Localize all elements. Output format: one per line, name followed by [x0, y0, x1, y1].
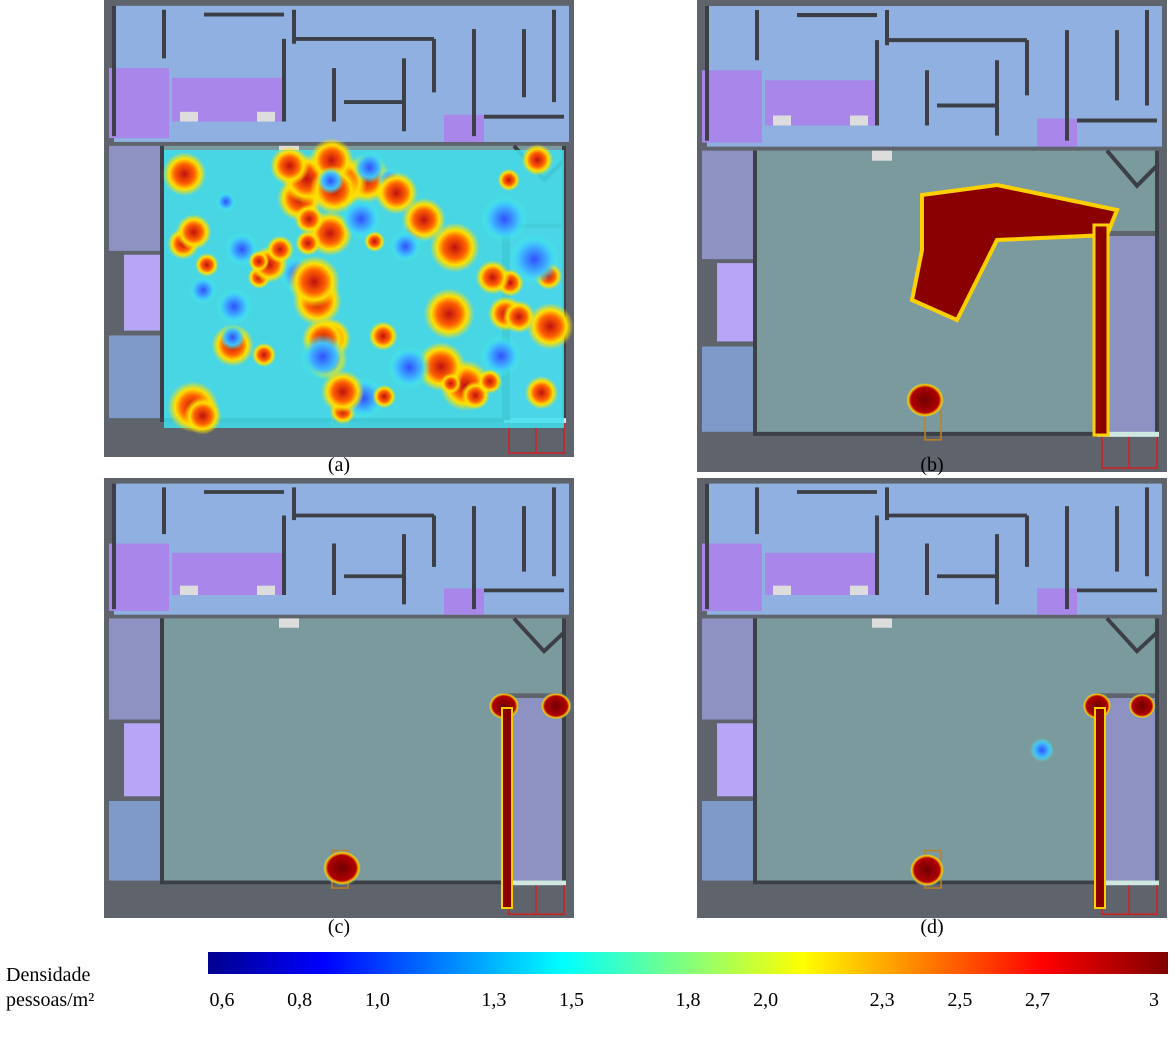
colorbar [208, 952, 1168, 974]
density-blob [252, 343, 276, 367]
density-blob [176, 214, 212, 250]
figure-canvas: (a) (b) (c) (d) Densidade pessoas/m² 0,6… [0, 0, 1176, 1064]
density-blob [266, 236, 293, 263]
density-blob [189, 276, 217, 304]
density-blob [321, 370, 364, 413]
density-blob [527, 303, 574, 350]
colorbar-tick-label: 3 [1149, 989, 1159, 1011]
colorbar-tick-label: 1,3 [481, 989, 506, 1011]
density-blob [373, 385, 396, 408]
panel-c [104, 478, 574, 918]
density-blob [390, 231, 421, 262]
density-blob [498, 169, 520, 191]
density-blob [341, 199, 381, 239]
panel-a [104, 0, 574, 457]
density-blob [375, 172, 418, 215]
colorbar-tick-label: 2,5 [947, 989, 972, 1011]
density-blob [369, 322, 398, 351]
density-blob [509, 234, 559, 284]
colorbar-unit: pessoas/m² [6, 989, 94, 1011]
density-blob [220, 325, 245, 350]
colorbar-tick-label: 0,6 [210, 989, 235, 1011]
density-blob [295, 230, 320, 255]
density-blob [216, 192, 236, 212]
density-blob [503, 300, 536, 333]
caption-c: (c) [328, 916, 350, 938]
density-blob [288, 256, 340, 308]
density-blob [525, 376, 558, 409]
colorbar-label: Densidade [6, 964, 91, 986]
density-blob [424, 288, 475, 339]
panel-d [697, 478, 1167, 918]
density-blob [248, 251, 269, 272]
caption-b: (b) [920, 454, 943, 476]
colorbar-tick-label: 2,0 [753, 989, 778, 1011]
figure: (a) (b) (c) (d) Densidade pessoas/m² 0,6… [0, 0, 1176, 1064]
colorbar-tick-label: 2,7 [1025, 989, 1050, 1011]
colorbar-tick-label: 1,5 [559, 989, 584, 1011]
density-blob [184, 397, 222, 435]
density-blob [270, 146, 309, 185]
density-blob [481, 196, 528, 243]
density-blob [388, 346, 431, 389]
colorbar-tick-label: 2,3 [870, 989, 895, 1011]
density-blob [440, 373, 461, 394]
density-blob [317, 167, 344, 194]
density-blob [477, 369, 502, 394]
colorbar-tick-label: 1,8 [676, 989, 701, 1011]
caption-d: (d) [920, 916, 943, 938]
density-blob [195, 253, 218, 276]
colorbar-tick-label: 0,8 [287, 989, 312, 1011]
density-blob [522, 144, 554, 176]
caption-a: (a) [328, 454, 350, 476]
density-blob [163, 152, 207, 196]
colorbar-tick-label: 1,0 [365, 989, 390, 1011]
density-blob [476, 260, 510, 294]
panel-b [697, 0, 1167, 472]
density-blob [216, 289, 252, 325]
